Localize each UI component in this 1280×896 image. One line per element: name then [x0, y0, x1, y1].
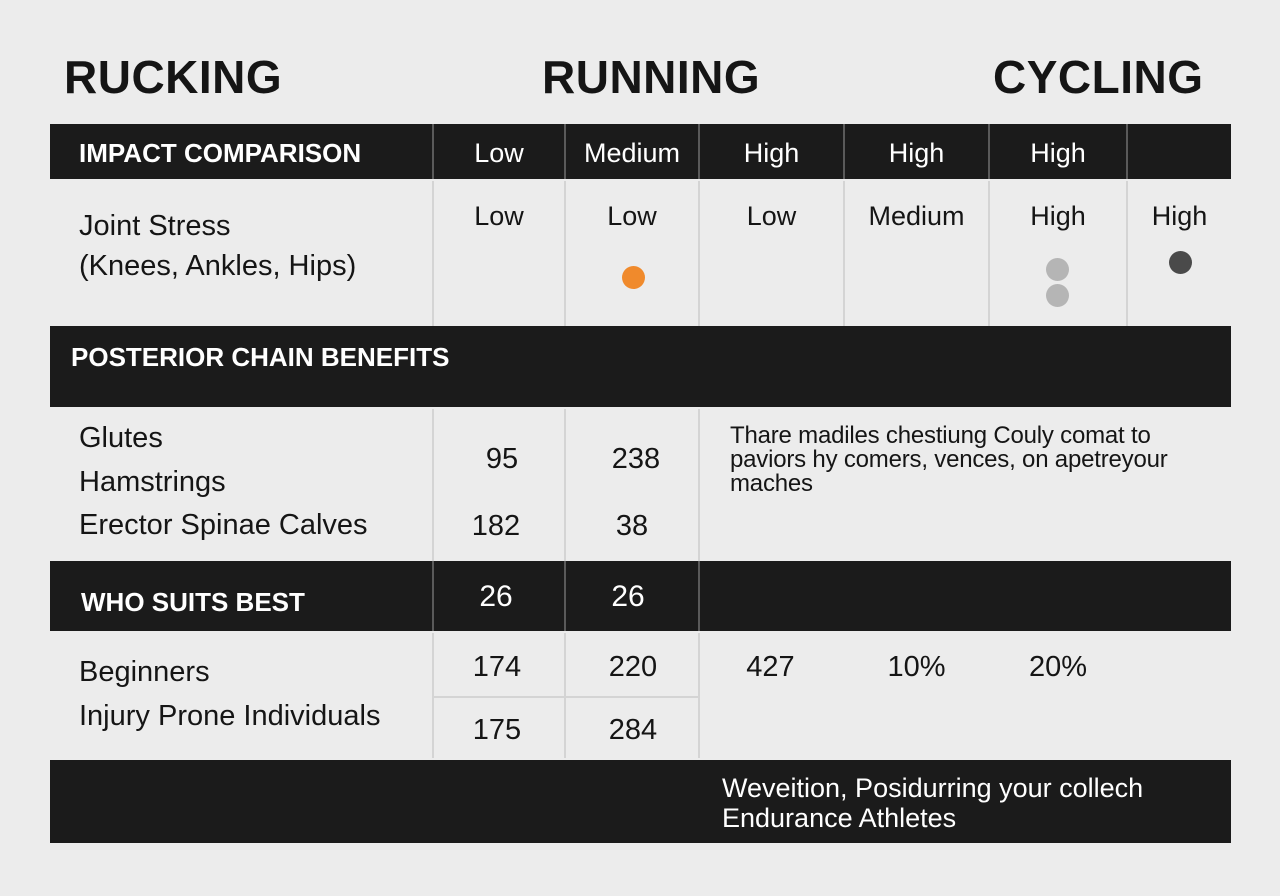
groups-value-r1c1: 174	[472, 651, 522, 683]
joint-stress-label: Joint Stress	[79, 210, 231, 242]
impact-comparison-title: IMPACT COMPARISON	[79, 138, 362, 168]
joint-stress-value-2: Low	[607, 201, 657, 231]
posterior-value-r1c1: 95	[485, 443, 519, 475]
posterior-value-r1c2: 238	[611, 443, 661, 475]
impact-level-1: Low	[474, 138, 524, 168]
heading-running: RUNNING	[542, 51, 761, 103]
posterior-note-line-3: maches	[730, 470, 813, 497]
posterior-chain-title: POSTERIOR CHAIN BENEFITS	[71, 342, 450, 372]
impact-comparison-bar	[50, 124, 1231, 179]
joint-stress-value-4: Medium	[868, 201, 965, 231]
grey-dot-icon	[1046, 258, 1069, 281]
joint-stress-value-5: High	[1030, 201, 1086, 231]
heading-cycling: CYCLING	[993, 51, 1204, 103]
erector-calves-label: Erector Spinae Calves	[79, 509, 368, 541]
who-suits-value-1: 26	[479, 580, 513, 613]
joint-stress-value-3: Low	[746, 201, 797, 231]
posterior-note-line-2: paviors hy comers, vences, on apetreyour	[730, 446, 1168, 473]
footer-line-2: Endurance Athletes	[722, 803, 957, 833]
orange-dot-icon	[622, 266, 645, 289]
injury-prone-label: Injury Prone Individuals	[79, 700, 381, 732]
who-suits-best-title: WHO SUITS BEST	[81, 587, 305, 617]
impact-level-3: High	[743, 138, 800, 168]
impact-level-4: High	[888, 138, 945, 168]
beginners-label: Beginners	[79, 656, 210, 688]
grey-dot-icon	[1046, 284, 1069, 307]
groups-value-r1c4: 10%	[887, 651, 946, 683]
posterior-value-r2c1: 182	[471, 510, 521, 542]
heading-rucking: RUCKING	[64, 51, 283, 103]
joint-stress-sublabel: (Knees, Ankles, Hips)	[79, 250, 357, 282]
groups-value-r1c3: 427	[746, 651, 795, 683]
groups-value-r2c2: 284	[608, 714, 658, 746]
impact-level-5: High	[1030, 138, 1086, 168]
groups-value-r1c2: 220	[608, 651, 658, 683]
footer-bar	[50, 760, 1231, 843]
who-suits-best-bar	[50, 561, 1231, 631]
posterior-chain-bar	[50, 326, 1231, 407]
groups-value-r1c5: 20%	[1028, 651, 1088, 683]
impact-level-2: Medium	[583, 138, 681, 168]
dark-dot-icon	[1169, 251, 1192, 274]
joint-stress-value-6: High	[1151, 201, 1208, 231]
footer-line-1: Weveition, Posidurring your collech	[722, 773, 1144, 803]
hamstrings-label: Hamstrings	[79, 466, 226, 498]
joint-stress-value-1: Low	[474, 201, 524, 231]
posterior-value-r2c2: 38	[615, 510, 649, 542]
who-suits-value-2: 26	[611, 580, 645, 613]
posterior-note-line-1: Thare madiles chestiung Couly comat to	[730, 422, 1151, 449]
glutes-label: Glutes	[79, 422, 163, 454]
groups-value-r2c1: 175	[472, 714, 522, 746]
